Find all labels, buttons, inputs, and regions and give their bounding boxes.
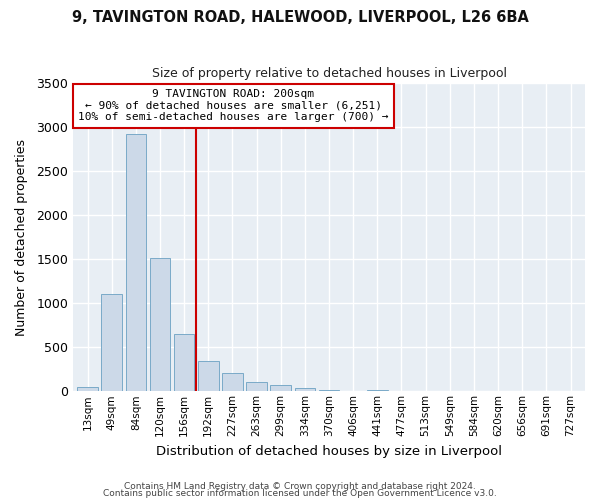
Text: Contains public sector information licensed under the Open Government Licence v3: Contains public sector information licen… (103, 489, 497, 498)
Bar (247, 382, 267, 392)
Text: 9, TAVINGTON ROAD, HALEWOOD, LIVERPOOL, L26 6BA: 9, TAVINGTON ROAD, HALEWOOD, LIVERPOOL, … (71, 10, 529, 25)
Bar (367, 390, 388, 392)
Bar (174, 334, 194, 392)
Text: 9 TAVINGTON ROAD: 200sqm
← 90% of detached houses are smaller (6,251)
10% of sem: 9 TAVINGTON ROAD: 200sqm ← 90% of detach… (78, 89, 389, 122)
Text: Contains HM Land Registry data © Crown copyright and database right 2024.: Contains HM Land Registry data © Crown c… (124, 482, 476, 491)
Bar (125, 134, 146, 392)
Bar (222, 373, 243, 392)
Bar (101, 294, 122, 392)
Bar (150, 258, 170, 392)
Bar (295, 388, 315, 392)
X-axis label: Distribution of detached houses by size in Liverpool: Distribution of detached houses by size … (156, 444, 502, 458)
Bar (198, 362, 218, 392)
Bar (77, 387, 98, 392)
Title: Size of property relative to detached houses in Liverpool: Size of property relative to detached ho… (152, 68, 506, 80)
Bar (319, 390, 339, 392)
Y-axis label: Number of detached properties: Number of detached properties (15, 138, 28, 336)
Bar (271, 385, 291, 392)
